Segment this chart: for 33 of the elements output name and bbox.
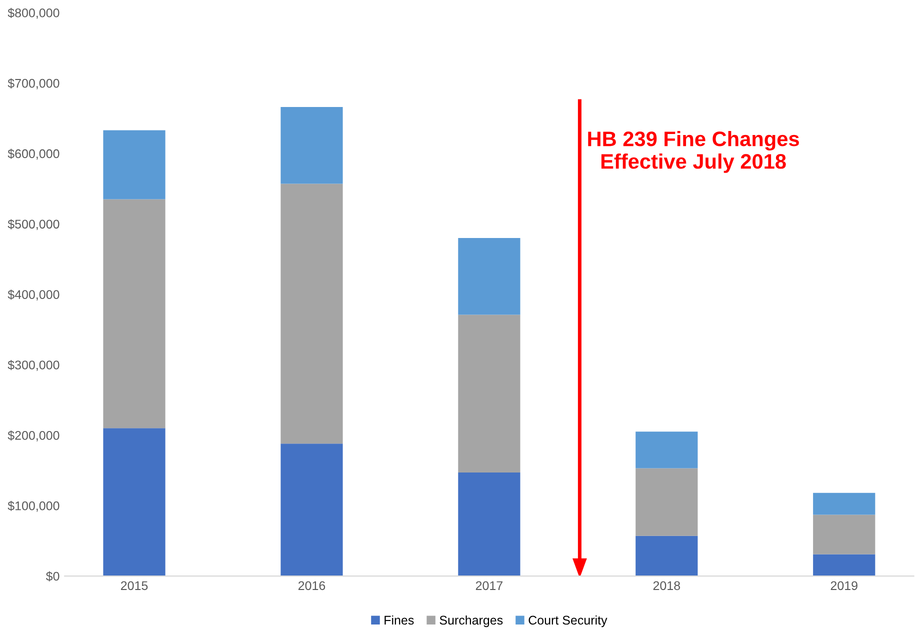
x-tick-label: 2015	[120, 581, 148, 590]
bar	[280, 184, 343, 444]
bar	[280, 444, 343, 576]
x-tick-label: 2017	[476, 581, 502, 590]
y-tick-label: $700,000	[8, 78, 60, 90]
y-tick-label: $300,000	[8, 360, 60, 371]
bar	[458, 238, 520, 315]
x-tick-label: 2018	[653, 581, 680, 590]
legend-label: Court Security	[528, 615, 608, 628]
bar	[813, 492, 876, 515]
bar	[458, 472, 520, 576]
bar	[636, 468, 698, 536]
bar	[103, 130, 166, 200]
bar	[103, 428, 166, 576]
y-tick-label: $0	[46, 571, 60, 582]
bar	[636, 432, 698, 468]
legend-label: Surcharges	[440, 615, 503, 628]
legend-label: Fines	[384, 615, 414, 625]
y-tick-label: $800,000	[8, 8, 60, 19]
bar	[103, 199, 166, 428]
x-tick-label: 2016	[298, 581, 326, 590]
y-tick-label: $600,000	[8, 148, 60, 160]
bar	[636, 536, 698, 576]
annotation: HB 239 Fine Changes Effective July 2018	[588, 130, 799, 173]
bar	[458, 314, 520, 473]
y-tick-label: $500,000	[8, 219, 60, 230]
bar	[813, 554, 876, 576]
bar	[280, 107, 343, 184]
x-tick-label: 2019	[830, 581, 858, 590]
y-tick-label: $400,000	[8, 290, 60, 300]
y-tick-label: $100,000	[8, 500, 60, 512]
bar	[813, 514, 876, 554]
y-tick-label: $200,000	[8, 430, 60, 442]
